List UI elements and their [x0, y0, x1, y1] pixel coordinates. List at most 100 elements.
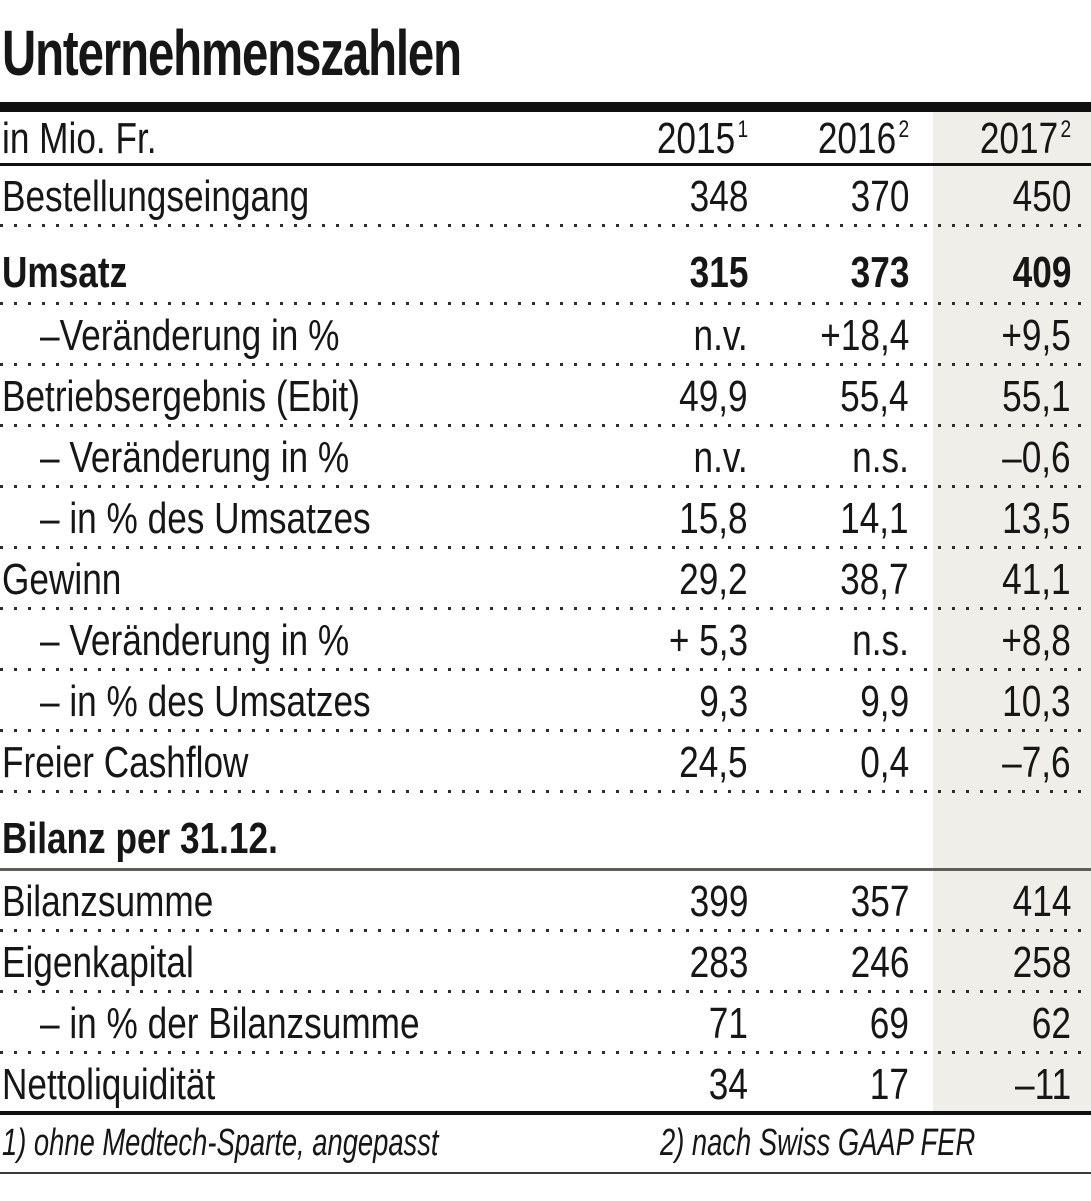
row-label: – in % des Umsatzes	[40, 493, 371, 543]
value-text: 399	[689, 876, 748, 926]
value-cell-2016: 17	[758, 1059, 933, 1109]
value-cell-2015: n.v.	[598, 432, 758, 482]
value-cell-2017: –11	[933, 1059, 1091, 1109]
footnote-1: 1) ohne Medtech-Sparte, angepasst	[2, 1122, 439, 1164]
row-label-cell: Umsatz	[0, 251, 598, 295]
value-cell-2016: 14,1	[758, 493, 933, 543]
row-label: – Veränderung in %	[40, 432, 350, 482]
value-cell-2015: 71	[598, 1001, 758, 1046]
table-row: – in % der Bilanzsumme 71 69 62	[0, 993, 1091, 1054]
value-text: 49,9	[679, 371, 748, 421]
value-cell-2015: 399	[598, 876, 758, 926]
value-cell-2017: 258	[933, 937, 1091, 987]
row-label-cell: Betriebsergebnis (Ebit)	[0, 371, 598, 421]
row-label-cell: Freier Cashflow	[0, 737, 598, 787]
column-header-text: 2017 2	[979, 114, 1071, 163]
unit-label-cell: in Mio. Fr.	[0, 117, 598, 161]
row-label: Umsatz	[2, 248, 128, 297]
value-text: 13,5	[1002, 493, 1071, 543]
value-text: 69	[869, 998, 909, 1048]
row-label: Eigenkapital	[2, 937, 194, 987]
value-cell-2017: 414	[933, 879, 1091, 924]
table-row: Freier Cashflow 24,5 0,4 –7,6	[0, 732, 1091, 793]
highlight-column-band	[933, 112, 1091, 1115]
column-header-text: 2016 2	[817, 114, 909, 163]
value-cell-2016: 9,9	[758, 679, 933, 724]
row-label-cell: Bestellungseingang	[0, 171, 598, 221]
value-cell-2017: 450	[933, 174, 1091, 219]
value-text: + 5,3	[668, 615, 748, 665]
column-header-2017: 2017 2	[933, 117, 1091, 161]
value-cell-2015: 34	[598, 1059, 758, 1109]
row-label: Betriebsergebnis (Ebit)	[2, 371, 361, 421]
table-row: Bestellungseingang 348 370 450	[0, 166, 1091, 227]
value-cell-2016: 0,4	[758, 740, 933, 785]
value-text: 38,7	[840, 554, 909, 604]
value-text: 258	[1012, 937, 1071, 987]
row-label: Nettoliquidität	[2, 1059, 216, 1109]
row-label: Bilanz per 31.12.	[2, 814, 278, 863]
value-text: 315	[689, 248, 748, 297]
page-title: Unternehmenszahlen	[0, 0, 1091, 86]
footnotes: 1) ohne Medtech-Sparte, angepasst 2) nac…	[0, 1115, 1091, 1174]
footnote-2: 2) nach Swiss GAAP FER	[660, 1122, 976, 1164]
value-cell-2017: 55,1	[933, 374, 1091, 419]
row-label-cell: – in % des Umsatzes	[0, 493, 598, 543]
column-footnote-marker: 2	[898, 116, 909, 143]
financial-table: in Mio. Fr. 2015 1 2016 2 2017 2 Bestellungse…	[0, 112, 1091, 1115]
value-cell-2015: 24,5	[598, 737, 758, 787]
row-label: Gewinn	[2, 554, 122, 604]
row-label-cell: Eigenkapital	[0, 937, 598, 987]
value-text: 55,4	[840, 371, 909, 421]
top-rule	[0, 102, 1091, 112]
value-text: –0,6	[1002, 432, 1071, 482]
row-label-cell: – in % des Umsatzes	[0, 676, 598, 726]
row-label-cell: – Veränderung in %	[0, 618, 598, 663]
value-cell-2016: n.s.	[758, 432, 933, 482]
value-cell-2017: +9,5	[933, 310, 1091, 360]
table-row: Gewinn 29,2 38,7 41,1	[0, 549, 1091, 610]
value-text: 14,1	[840, 493, 909, 543]
value-text: –7,6	[1002, 737, 1071, 787]
row-label-cell: Bilanzsumme	[0, 879, 598, 924]
value-cell-2017: +8,8	[933, 615, 1091, 665]
row-label-cell: – in % der Bilanzsumme	[0, 1001, 598, 1046]
column-footnote-marker: 1	[737, 116, 748, 143]
value-text: 41,1	[1002, 554, 1071, 604]
value-cell-2016: 246	[758, 940, 933, 985]
value-text: –11	[1014, 1059, 1071, 1109]
column-header-2016: 2016 2	[758, 117, 933, 161]
column-header-2015: 2015 1	[598, 117, 758, 161]
value-cell-2017: –7,6	[933, 737, 1091, 787]
row-label-cell: Bilanz per 31.12.	[0, 817, 598, 861]
row-label-cell: Nettoliquidität	[0, 1059, 598, 1109]
value-text: 34	[708, 1059, 748, 1109]
table-row: Bilanzsumme 399 357 414	[0, 871, 1091, 932]
row-label: – in % des Umsatzes	[40, 676, 371, 726]
value-text: 17	[869, 1059, 909, 1109]
value-cell-2016: 357	[758, 876, 933, 926]
value-cell-2016: 55,4	[758, 371, 933, 421]
value-text: +8,8	[1001, 615, 1072, 665]
value-cell-2017: 62	[933, 1001, 1091, 1046]
row-label: Bestellungseingang	[2, 171, 310, 221]
value-text: 24,5	[679, 737, 748, 787]
value-text: n.v.	[693, 432, 748, 482]
value-cell-2015: 9,3	[598, 679, 758, 724]
value-text: +9,5	[1001, 310, 1072, 360]
value-cell-2015: n.v.	[598, 310, 758, 360]
row-label: Freier Cashflow	[2, 737, 249, 787]
value-text: 409	[1012, 248, 1071, 297]
value-text: n.s.	[852, 432, 909, 482]
unit-label: in Mio. Fr.	[2, 114, 157, 163]
value-cell-2017: –0,6	[933, 432, 1091, 482]
value-cell-2016: n.s.	[758, 618, 933, 663]
value-cell-2015: 15,8	[598, 496, 758, 541]
table-row: – in % des Umsatzes 9,3 9,9 10,3	[0, 671, 1091, 732]
table-header-row: in Mio. Fr. 2015 1 2016 2 2017 2	[0, 112, 1091, 166]
row-label: –Veränderung in %	[40, 310, 340, 360]
value-text: 10,3	[1002, 676, 1071, 726]
value-text: 357	[850, 876, 909, 926]
value-text: n.v.	[693, 310, 748, 360]
value-cell-2017: 409	[933, 251, 1091, 295]
